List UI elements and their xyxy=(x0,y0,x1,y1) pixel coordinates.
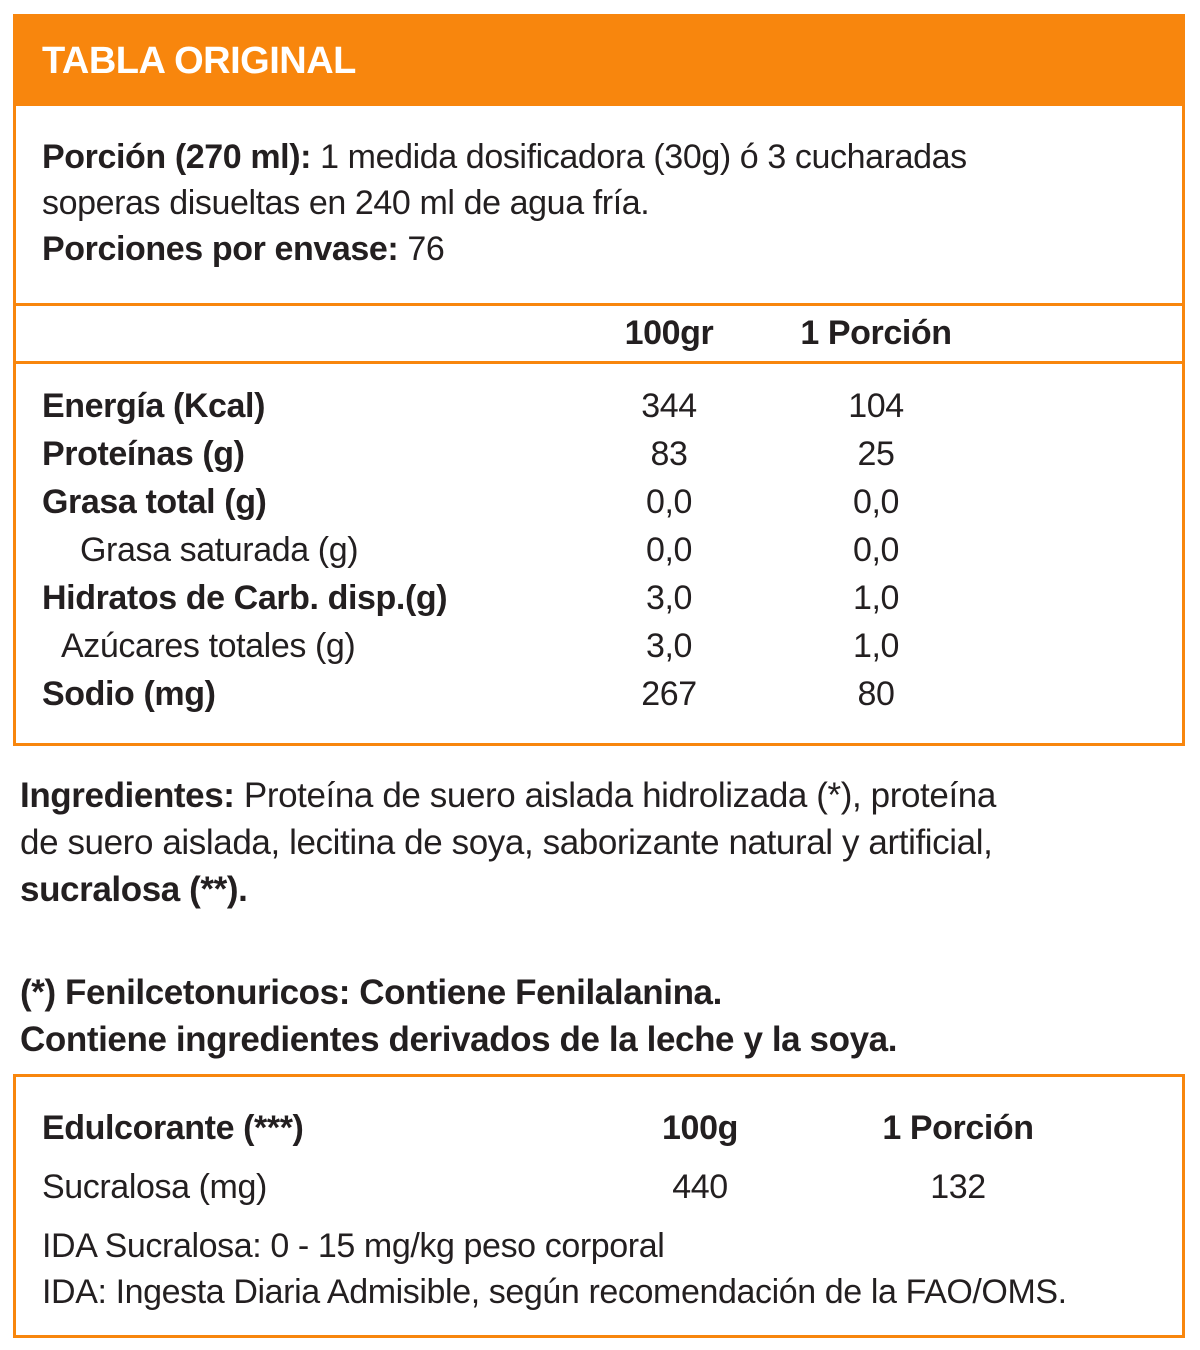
row-value-100g: 267 xyxy=(641,674,697,713)
table-row-sucralosa: Sucralosa (mg) 440 132 xyxy=(16,1163,1182,1211)
nutrition-rows: Energía (Kcal) 344 104 Proteínas (g) 83 … xyxy=(16,364,1182,743)
serving-size-line2: soperas disueltas en 240 ml de agua fría… xyxy=(42,184,650,222)
table-row-grasa-total: Grasa total (g) 0,0 0,0 xyxy=(16,478,1182,526)
page-title: TABLA ORIGINAL xyxy=(42,40,356,82)
row-label: Grasa saturada (g) xyxy=(80,530,359,569)
nutrition-facts-card: TABLA ORIGINAL Porción (270 ml): 1 medid… xyxy=(13,14,1185,746)
sweetener-card: Edulcorante (***) 100g 1 Porción Sucralo… xyxy=(13,1074,1185,1338)
row-value-100g: 3,0 xyxy=(645,626,693,665)
serving-info: Porción (270 ml): 1 medida dosificadora … xyxy=(16,106,1182,303)
row-value-100g: 0,0 xyxy=(645,530,693,569)
table-row-grasa-saturada: Grasa saturada (g) 0,0 0,0 xyxy=(16,526,1182,574)
servings-per-container-value: 76 xyxy=(398,230,445,268)
milk-soy-line: Contiene ingredientes derivados de la le… xyxy=(20,1020,898,1059)
servings-per-container-label: Porciones por envase: xyxy=(42,230,399,268)
column-header-porcion: 1 Porción xyxy=(800,314,952,352)
ingredients-line3: sucralosa (**). xyxy=(20,870,248,909)
table-row-sodio: Sodio (mg) 267 80 xyxy=(16,670,1182,718)
row-value-porcion: 132 xyxy=(930,1167,986,1206)
table-row-azucares: Azúcares totales (g) 3,0 1,0 xyxy=(16,622,1182,670)
row-value-porcion: 80 xyxy=(857,674,895,713)
row-value-porcion: 1,0 xyxy=(852,578,900,617)
ingredients-label: Ingredientes: xyxy=(20,776,235,815)
serving-size-label: Porción (270 ml): xyxy=(42,138,312,176)
sweetener-column-porcion: 1 Porción xyxy=(882,1108,1034,1147)
allergen-warning: (*) Fenilcetonuricos: Contiene Fenilalan… xyxy=(20,969,1180,1063)
serving-size-text: 1 medida dosificadora (30g) ó 3 cucharad… xyxy=(311,138,967,176)
separator-header xyxy=(16,361,1182,364)
row-value-100g: 344 xyxy=(641,386,697,425)
row-value-100g: 0,0 xyxy=(645,482,693,521)
ingredients-line2: de suero aislada, lecitina de soya, sabo… xyxy=(20,823,993,862)
row-value-porcion: 0,0 xyxy=(852,530,900,569)
row-value-100g: 440 xyxy=(672,1167,728,1206)
sweetener-column-100g: 100g xyxy=(662,1108,738,1147)
row-value-100g: 83 xyxy=(650,434,688,473)
row-value-porcion: 1,0 xyxy=(852,626,900,665)
row-label: Azúcares totales (g) xyxy=(61,626,356,665)
phenylketonurics-line: (*) Fenilcetonuricos: Contiene Fenilalan… xyxy=(20,973,722,1012)
row-value-100g: 3,0 xyxy=(645,578,693,617)
separator-top xyxy=(16,303,1182,306)
column-header-100gr: 100gr xyxy=(624,314,714,352)
nutrition-label-page: TABLA ORIGINAL Porción (270 ml): 1 medid… xyxy=(0,14,1200,1338)
ida-notes: IDA Sucralosa: 0 - 15 mg/kg peso corpora… xyxy=(16,1223,1182,1315)
row-label: Grasa total (g) xyxy=(42,482,267,521)
row-label: Sodio (mg) xyxy=(42,674,216,713)
row-label: Proteínas (g) xyxy=(42,434,245,473)
row-value-porcion: 104 xyxy=(848,386,904,425)
row-label: Hidratos de Carb. disp.(g) xyxy=(42,578,448,617)
table-row-proteinas: Proteínas (g) 83 25 xyxy=(16,430,1182,478)
row-label: Energía (Kcal) xyxy=(42,386,266,425)
ida-definition-note: IDA: Ingesta Diaria Admisible, según rec… xyxy=(42,1273,1067,1311)
table-row-hidratos: Hidratos de Carb. disp.(g) 3,0 1,0 xyxy=(16,574,1182,622)
row-label: Sucralosa (mg) xyxy=(42,1167,267,1206)
title-bar: TABLA ORIGINAL xyxy=(16,17,1182,106)
serving-size-line: Porción (270 ml): 1 medida dosificadora … xyxy=(42,134,1156,180)
ingredients-paragraph: Ingredientes: Proteína de suero aislada … xyxy=(20,772,1180,913)
row-value-porcion: 25 xyxy=(857,434,895,473)
table-header-row: 100gr 1 Porción xyxy=(16,306,1182,361)
servings-per-container-line: Porciones por envase: 76 xyxy=(42,226,1156,272)
row-value-porcion: 0,0 xyxy=(852,482,900,521)
ingredients-line1: Ingredientes: Proteína de suero aislada … xyxy=(20,776,996,815)
ida-sucralosa-note: IDA Sucralosa: 0 - 15 mg/kg peso corpora… xyxy=(42,1227,665,1265)
sweetener-header-row: Edulcorante (***) 100g 1 Porción xyxy=(16,1103,1182,1153)
table-row-energia: Energía (Kcal) 344 104 xyxy=(16,382,1182,430)
sweetener-title: Edulcorante (***) xyxy=(42,1108,304,1147)
